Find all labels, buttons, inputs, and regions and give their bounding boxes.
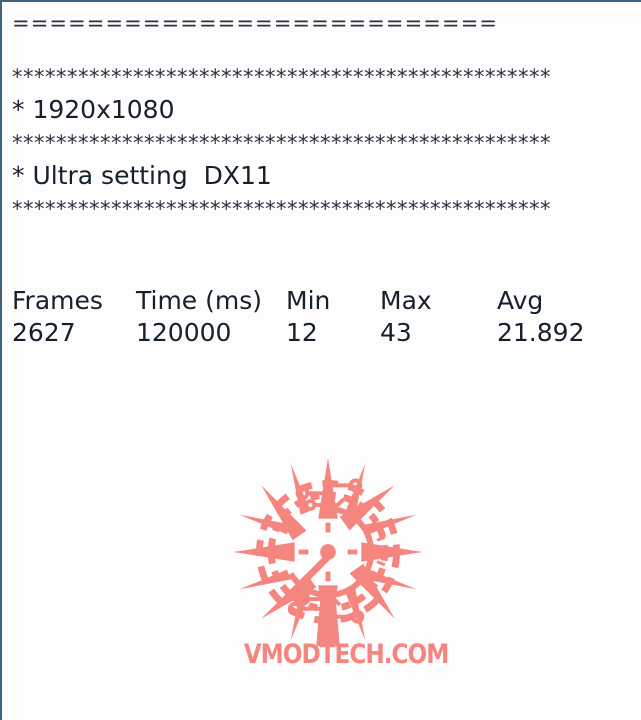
column-header-max: Max xyxy=(380,286,432,315)
value-min: 12 xyxy=(286,318,318,347)
benchmark-results-table: Frames Time (ms) Min Max Avg 2627 120000… xyxy=(12,285,612,349)
divider-equals-line: ========================== xyxy=(12,11,499,35)
column-header-frames: Frames xyxy=(12,286,103,315)
table-header-row: Frames Time (ms) Min Max Avg xyxy=(12,285,592,317)
vmodtech-sunburst-emblem-icon xyxy=(230,454,426,650)
divider-stars-line-middle: ****************************************… xyxy=(12,131,551,155)
divider-stars-line-bottom: ****************************************… xyxy=(12,197,551,221)
column-header-min: Min xyxy=(286,286,331,315)
settings-line: * Ultra setting DX11 xyxy=(12,161,272,190)
divider-stars-line-top: ****************************************… xyxy=(12,65,551,89)
vmodtech-watermark: VMODTECH.COM xyxy=(230,454,450,684)
column-header-avg: Avg xyxy=(497,286,544,315)
value-time: 120000 xyxy=(136,318,232,347)
value-avg: 21.892 xyxy=(497,318,585,347)
value-max: 43 xyxy=(380,318,412,347)
console-spacer xyxy=(12,40,641,62)
resolution-line: * 1920x1080 xyxy=(12,95,175,124)
column-header-time: Time (ms) xyxy=(136,286,263,315)
vmodtech-brand-text: VMODTECH.COM xyxy=(243,639,450,670)
value-frames: 2627 xyxy=(12,318,76,347)
table-row: 2627 120000 12 43 21.892 xyxy=(12,317,592,349)
benchmark-console-output: ========================== *************… xyxy=(12,6,641,224)
